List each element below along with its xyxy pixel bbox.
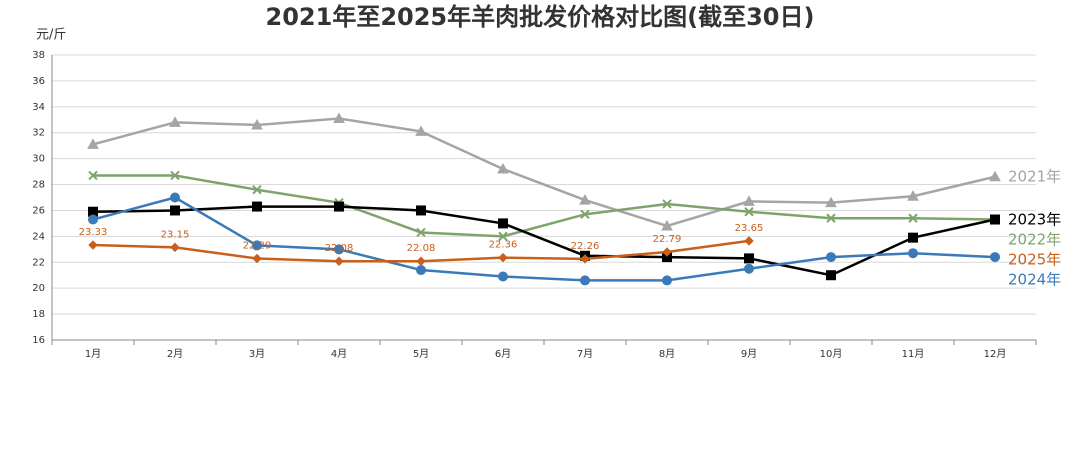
marker [87, 138, 99, 149]
data-label: 23.33 [79, 227, 108, 238]
marker [251, 118, 263, 130]
marker [826, 213, 836, 223]
marker [252, 240, 262, 251]
marker [416, 265, 426, 276]
marker [334, 256, 344, 266]
marker [88, 214, 98, 225]
series-label: 2021年 [1008, 168, 1061, 186]
marker [580, 254, 590, 264]
y-tick-label: 18 [32, 309, 45, 320]
y-tick-label: 26 [32, 205, 45, 216]
data-label: 22.36 [489, 240, 518, 251]
data-label: 22.29 [243, 241, 272, 252]
marker [334, 201, 344, 212]
marker [743, 195, 755, 206]
marker [498, 252, 508, 263]
marker [88, 170, 98, 181]
marker [252, 185, 262, 195]
marker [334, 244, 344, 255]
marker [170, 192, 180, 203]
series-line [93, 174, 996, 238]
marker [908, 232, 918, 243]
marker [579, 194, 591, 205]
marker [498, 231, 508, 242]
marker [497, 162, 509, 174]
marker [826, 252, 836, 263]
marker [498, 218, 508, 229]
marker [416, 205, 426, 216]
x-tick-label: 9月 [741, 348, 757, 360]
series-line [92, 196, 996, 282]
series-label: 2025年 [1008, 251, 1061, 269]
y-tick-label: 24 [32, 231, 45, 242]
y-tick-label: 22 [32, 257, 45, 268]
marker [415, 125, 427, 136]
y-tick-label: 28 [32, 180, 45, 191]
series-line [92, 205, 996, 277]
y-tick-label: 20 [32, 283, 45, 294]
marker [662, 275, 672, 286]
data-label: 23.15 [161, 229, 190, 240]
chart-title: 2021年至2025年羊肉批发价格对比图(截至30日) [266, 3, 815, 31]
marker [662, 247, 672, 257]
marker [825, 196, 837, 208]
x-tick-label: 4月 [331, 348, 347, 360]
series-label: 2022年 [1008, 231, 1061, 249]
marker [252, 253, 262, 264]
marker [908, 248, 918, 259]
y-tick-label: 32 [32, 128, 45, 139]
marker [907, 190, 919, 201]
x-tick-label: 8月 [659, 348, 675, 360]
x-tick-label: 3月 [249, 348, 265, 360]
y-tick-label: 36 [32, 76, 45, 87]
data-label: 22.08 [407, 243, 436, 254]
x-tick-label: 12月 [984, 348, 1007, 360]
data-label: 22.08 [325, 243, 354, 254]
marker [826, 270, 836, 281]
x-tick-label: 5月 [413, 348, 429, 360]
x-tick-label: 1月 [85, 348, 101, 360]
marker [416, 227, 426, 238]
marker [416, 256, 426, 266]
data-label: 22.79 [653, 234, 682, 245]
marker [744, 263, 754, 274]
marker [169, 116, 181, 127]
y-tick-label: 30 [32, 154, 45, 165]
marker [990, 252, 1000, 263]
marker [580, 275, 590, 286]
series-label: 2023年 [1008, 211, 1061, 229]
marker [580, 209, 590, 220]
marker [498, 271, 508, 282]
y-tick-label: 16 [32, 335, 45, 346]
marker [170, 242, 180, 253]
marker [170, 205, 180, 216]
x-tick-label: 7月 [577, 348, 593, 360]
marker [744, 236, 754, 246]
marker [744, 207, 754, 217]
x-tick-label: 10月 [820, 348, 843, 360]
series-line [92, 117, 996, 228]
marker [662, 199, 672, 209]
series-label: 2024年 [1008, 271, 1061, 289]
marker [908, 213, 918, 223]
x-tick-label: 2月 [167, 348, 183, 360]
marker [88, 240, 98, 250]
y-tick-label: 38 [32, 50, 45, 61]
x-tick-label: 6月 [495, 348, 511, 360]
marker [990, 214, 1000, 225]
marker [744, 253, 754, 264]
marker [170, 170, 180, 181]
y-tick-label: 34 [32, 102, 45, 113]
data-label: 23.65 [735, 223, 764, 234]
x-tick-label: 11月 [902, 348, 925, 360]
marker [252, 201, 262, 212]
y-axis-label: 元/斤 [36, 28, 66, 43]
marker [989, 170, 1001, 182]
marker [661, 219, 673, 231]
marker [333, 112, 345, 123]
data-label: 22.26 [571, 241, 600, 252]
